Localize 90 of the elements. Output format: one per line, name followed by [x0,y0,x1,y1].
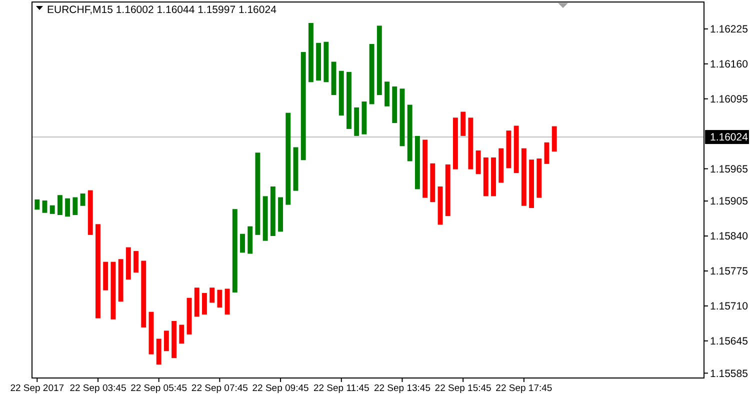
bar [232,209,238,292]
bar [156,338,162,365]
bar [491,157,496,196]
bar [172,320,177,358]
bar [255,152,260,235]
bar [88,190,93,235]
bar [384,82,390,106]
bar [308,22,314,82]
bar [248,226,253,254]
x-tick-label: 22 Sep 15:45 [434,383,492,394]
bar [354,107,360,136]
y-tick-label: 1.15905 [710,196,748,208]
bar [286,112,291,205]
bar [80,193,86,206]
chart-title: EURCHF,M15 1.16002 1.16044 1.15997 1.16024 [47,4,277,16]
bar [324,42,329,82]
bar [468,118,474,170]
bar [338,70,344,116]
bar [536,158,542,198]
x-tick-label: 22 Sep 11:45 [313,383,370,394]
bar [346,72,352,129]
y-tick-label: 1.15965 [710,163,748,176]
bar [529,160,534,208]
y-tick-label: 1.15775 [710,266,748,278]
bar [407,104,412,162]
bar [34,199,40,210]
x-tick-label: 22 Sep 07:45 [191,383,248,394]
bar [224,288,230,315]
bar [430,163,436,202]
bar [118,259,124,302]
bar [186,298,192,334]
x-tick-label: 22 Sep 09:45 [252,383,309,394]
bar [42,200,48,213]
bar [453,118,458,170]
y-tick-label: 1.16095 [710,94,748,106]
bar [498,148,504,183]
bar [460,112,466,136]
y-tick-label: 1.15585 [710,368,748,380]
bar [506,130,512,168]
bar [293,147,298,191]
bar [369,44,374,104]
bar [422,140,428,198]
bar [103,262,108,290]
bar [126,247,131,280]
bar [164,330,169,352]
y-tick-label: 1.15840 [710,230,748,243]
bar [392,86,398,124]
x-tick-label: 22 Sep 13:45 [374,383,430,394]
bar [270,186,276,236]
bar [65,198,70,217]
bar [110,262,116,320]
x-tick-label: 22 Sep 2017 [10,383,64,394]
bar [552,126,557,152]
bar [438,186,443,225]
bar [240,234,245,253]
bar [262,196,268,241]
y-tick-label: 1.15710 [710,300,748,313]
bar [179,324,184,344]
bar [376,26,382,96]
bar [217,290,222,308]
bar [50,205,55,214]
bar [362,102,367,134]
bar [476,150,481,174]
bar [57,195,62,216]
bar [278,197,283,232]
bar [72,197,78,216]
bar [134,251,138,273]
x-tick-label: 22 Sep 03:45 [70,383,126,394]
bar [414,136,420,190]
bar [400,88,405,146]
bar [331,62,336,96]
bar [202,293,207,315]
y-tick-label: 1.16160 [710,58,748,71]
ref-line-label: 1.16024 [710,132,748,144]
bar [544,142,550,164]
bar [96,224,100,318]
bar [148,312,154,354]
bar [483,157,488,196]
bar [194,288,200,317]
bar [300,52,306,160]
x-tick-label: 22 Sep 05:45 [130,383,188,394]
bar [514,126,519,174]
bar [141,260,146,328]
bar [210,288,215,303]
bar [445,164,450,216]
y-tick-label: 1.16225 [710,24,748,36]
bar [316,42,322,81]
y-tick-label: 1.15645 [710,336,748,348]
x-tick-label: 22 Sep 17:45 [496,383,552,394]
bar [521,148,526,206]
